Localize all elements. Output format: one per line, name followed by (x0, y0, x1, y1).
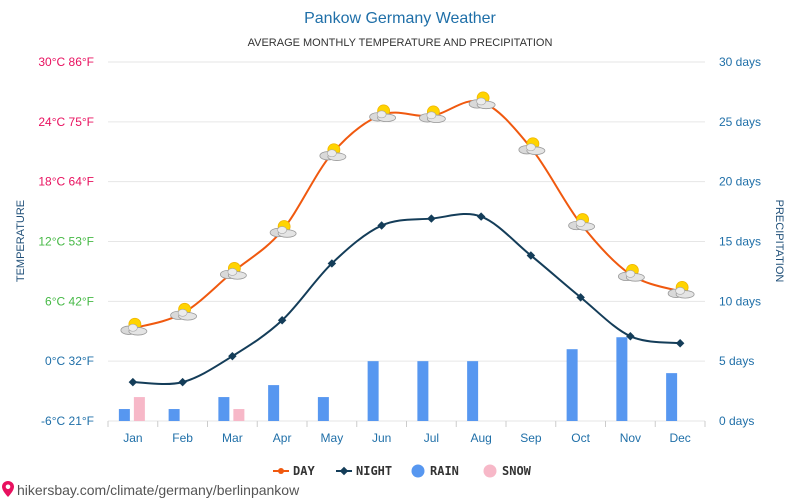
chart-title: Pankow Germany Weather (304, 10, 496, 27)
x-tick-label: Dec (669, 431, 690, 445)
temperature-lines (128, 99, 685, 387)
partly-cloudy-icon (468, 91, 496, 110)
right-tick-label: 20 days (719, 175, 761, 189)
x-tick-label: Feb (172, 431, 193, 445)
x-tick-label: Mar (222, 431, 243, 445)
snow-bar (233, 409, 245, 421)
partly-cloudy-icon (667, 280, 695, 299)
x-tick-label: Jul (424, 431, 439, 445)
night-point (277, 316, 287, 325)
legend: DAY NIGHT RAIN SNOW (273, 464, 532, 478)
credit-link[interactable]: hikersbay.com/climate/germany/berlinpank… (17, 482, 300, 498)
legend-label: NIGHT (356, 464, 392, 478)
left-axis-label: TEMPERATURE (15, 200, 27, 282)
x-tick-label: May (321, 431, 344, 445)
right-tick-label: 15 days (719, 235, 761, 249)
day-line (132, 99, 681, 330)
left-tick-label: 12°C 53°F (38, 235, 94, 249)
chart-subtitle: AVERAGE MONTHLY TEMPERATURE AND PRECIPIT… (248, 37, 553, 49)
night-point (576, 293, 585, 302)
left-tick-label: 24°C 75°F (38, 115, 94, 129)
night-line (132, 213, 681, 386)
legend-swatch (411, 464, 425, 478)
rain-bar (467, 361, 479, 421)
right-axis-label: PRECIPITATION (773, 200, 785, 283)
rain-bar (168, 409, 180, 421)
legend-item-rain[interactable]: RAIN (411, 464, 459, 478)
legend-swatch (483, 464, 497, 478)
left-tick-label: 30°C 86°F (38, 55, 94, 69)
partly-cloudy-icon (369, 104, 397, 123)
legend-item-day[interactable]: DAY (273, 464, 315, 478)
x-tick-label: Jun (372, 431, 391, 445)
rain-bar (317, 397, 329, 421)
left-tick-label: 0°C 32°F (45, 354, 94, 368)
partly-cloudy-icon (120, 317, 148, 336)
partly-cloudy-icon (418, 105, 446, 124)
right-axis-ticks: 30 days 25 days 20 days 15 days 10 days 5 day… (719, 55, 761, 428)
partly-cloudy-icon (269, 220, 297, 238)
night-point (626, 331, 635, 341)
partly-cloudy-icon (319, 143, 347, 161)
legend-item-night[interactable]: NIGHT (336, 464, 392, 478)
legend-label: DAY (293, 464, 315, 478)
x-tick-label: Nov (620, 431, 641, 445)
x-tick-label: Aug (470, 431, 491, 445)
legend-label: RAIN (430, 464, 459, 478)
footer-credit[interactable]: hikersbay.com/climate/germany/berlinpank… (2, 481, 300, 498)
x-tick-label: Apr (273, 431, 292, 445)
right-tick-label: 10 days (719, 294, 761, 308)
right-tick-label: 5 days (719, 354, 754, 368)
night-point (675, 338, 685, 348)
night-point (228, 351, 237, 361)
night-point (327, 259, 337, 268)
partly-cloudy-icon (518, 137, 546, 155)
rain-bar (666, 373, 678, 421)
snow-bar (133, 397, 145, 421)
night-point (427, 214, 436, 223)
right-tick-label: 0 days (719, 414, 754, 428)
weather-icons (120, 91, 695, 336)
right-tick-label: 30 days (719, 55, 761, 69)
partly-cloudy-icon (219, 262, 247, 280)
night-point (476, 212, 486, 221)
left-tick-label: -6°C 21°F (41, 414, 94, 428)
x-tick-label: Jan (123, 431, 142, 445)
grid-lines (108, 61, 705, 422)
rain-bar (118, 409, 130, 421)
rain-bar (367, 361, 379, 421)
map-pin-icon (2, 481, 14, 497)
rain-bar (616, 337, 628, 421)
x-tick-label: Oct (571, 431, 590, 445)
partly-cloudy-icon (170, 302, 198, 321)
left-tick-label: 18°C 64°F (38, 175, 94, 189)
left-tick-label: 6°C 42°F (45, 294, 94, 308)
legend-label: SNOW (502, 464, 532, 478)
rain-bar (268, 385, 280, 421)
legend-item-snow[interactable]: SNOW (483, 464, 532, 478)
rain-bar (218, 397, 230, 421)
night-point (178, 377, 187, 387)
x-tick-label: Sep (520, 431, 542, 445)
night-point (128, 377, 138, 387)
rain-bar (417, 361, 429, 421)
precipitation-bars (118, 337, 678, 421)
right-tick-label: 25 days (719, 115, 761, 129)
partly-cloudy-icon (568, 213, 596, 231)
night-point (377, 221, 386, 230)
rain-bar (566, 349, 578, 421)
left-axis-ticks: 30°C 86°F 24°C 75°F 18°C 64°F 12°C 53°F 6°C … (38, 55, 94, 428)
partly-cloudy-icon (617, 264, 645, 282)
x-axis-ticks: Jan Feb Mar Apr May Jun Jul Aug Sep Oct Nov Dec (107, 421, 706, 445)
